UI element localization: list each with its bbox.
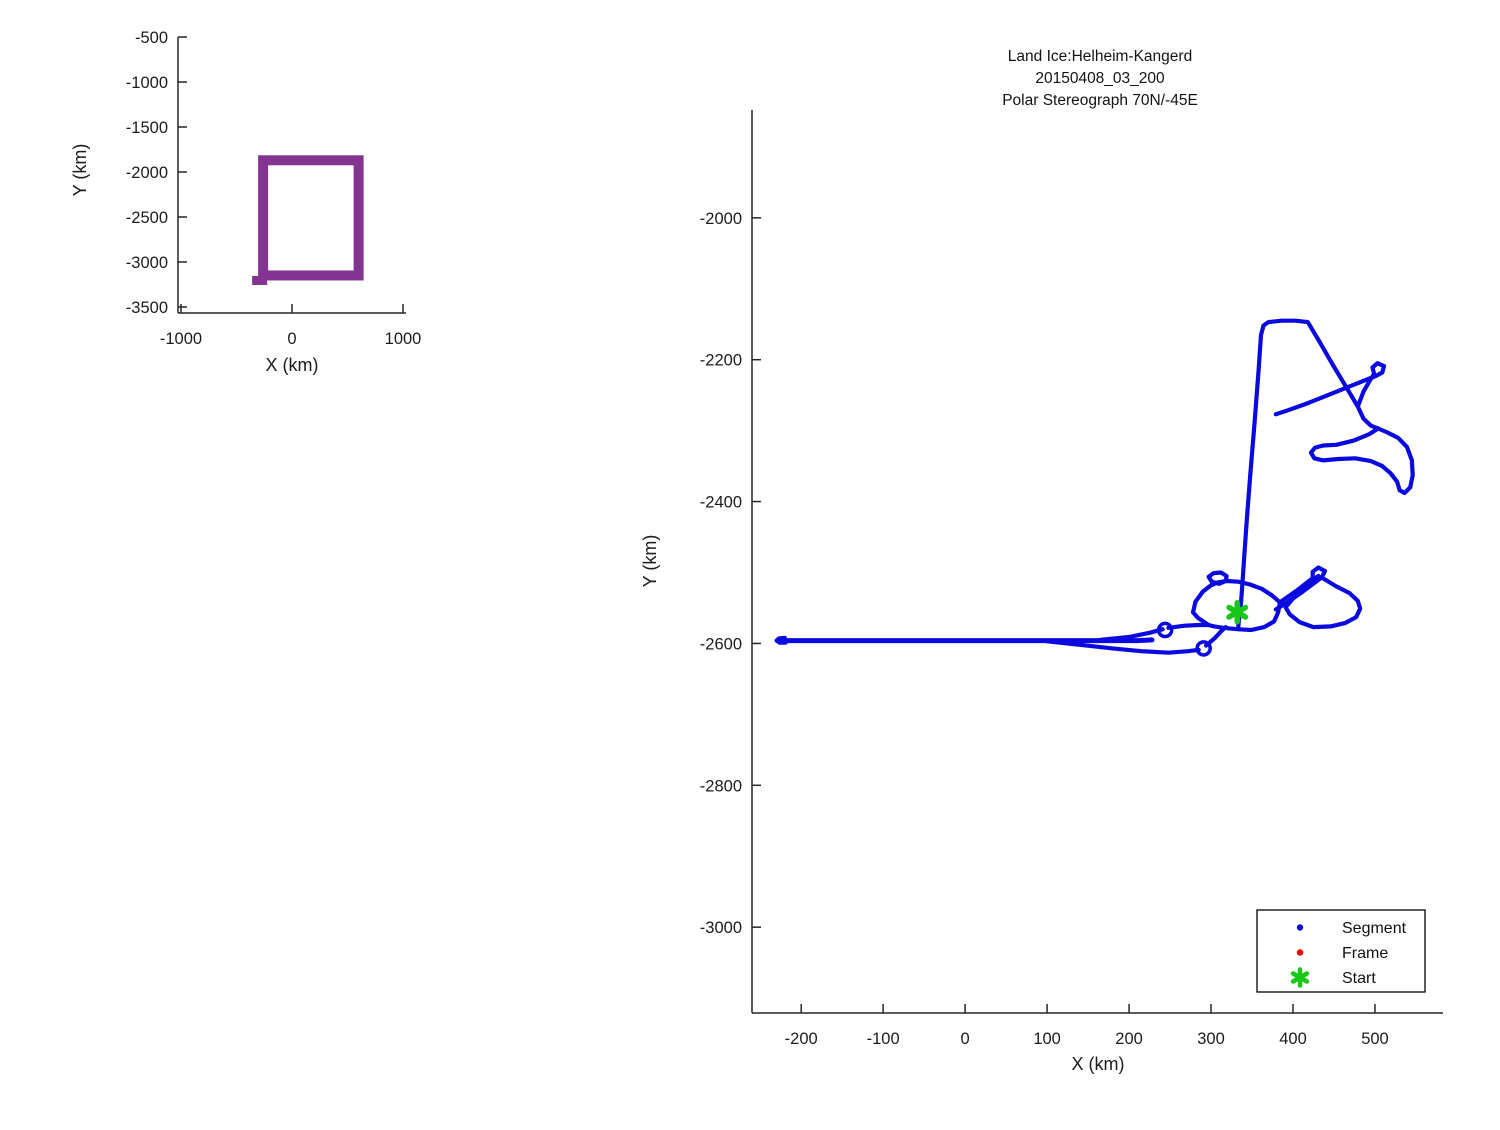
x-tick-label: 0 bbox=[287, 330, 296, 348]
plot-title-line-2: 20150408_03_200 bbox=[1035, 70, 1165, 87]
start-marker bbox=[1226, 599, 1249, 625]
legend-label-start: Start bbox=[1342, 970, 1376, 987]
y-tick-label: -2600 bbox=[700, 635, 742, 653]
flight-track-path bbox=[1283, 573, 1363, 630]
overview-x-axis-label: X (km) bbox=[266, 355, 319, 375]
legend-start-asterisk-marker bbox=[1290, 967, 1310, 988]
legend-segment-dot-marker bbox=[1296, 924, 1304, 931]
plot-title-line-1: Land Ice:Helheim-Kangerd bbox=[1008, 48, 1192, 65]
x-tick-label: 200 bbox=[1115, 1030, 1143, 1048]
y-tick-label: -2000 bbox=[700, 210, 742, 228]
flight-track-path bbox=[1273, 361, 1387, 417]
flight-track-path bbox=[1206, 570, 1229, 586]
legend-frame-dot-marker bbox=[1296, 949, 1304, 956]
x-tick-label: -100 bbox=[867, 1030, 900, 1048]
legend-box bbox=[1256, 909, 1426, 993]
x-tick-label: -1000 bbox=[160, 330, 202, 348]
main-plot: -200 -100 0 100 200 300 400 500 -2000 -2200 -2400 -… bbox=[700, 110, 1443, 1048]
turn-loop-circle bbox=[1195, 640, 1212, 657]
x-tick-label: 400 bbox=[1279, 1030, 1307, 1048]
flight-track-path bbox=[1098, 627, 1165, 643]
legend-label-segment: Segment bbox=[1342, 920, 1407, 937]
legend-label-frame: Frame bbox=[1342, 945, 1388, 962]
flight-track-path bbox=[1166, 622, 1211, 630]
y-tick-label: -500 bbox=[135, 29, 168, 47]
flight-track-path bbox=[774, 635, 788, 645]
coverage-box bbox=[258, 155, 364, 281]
main-x-axis-label: X (km) bbox=[1072, 1054, 1125, 1074]
flight-track-path bbox=[1308, 426, 1415, 496]
y-tick-label: -2400 bbox=[700, 494, 742, 512]
flight-track-path bbox=[776, 637, 1155, 644]
y-tick-label: -3500 bbox=[126, 299, 168, 317]
main-y-axis-label: Y (km) bbox=[640, 535, 660, 588]
y-tick-label: -2800 bbox=[700, 777, 742, 795]
flight-track-path bbox=[1235, 318, 1381, 632]
x-tick-label: 1000 bbox=[385, 330, 422, 348]
legend-start-asterisk-marker-arm bbox=[1290, 971, 1310, 984]
plot-title: Land Ice:Helheim-Kangerd 20150408_03_200… bbox=[1002, 48, 1198, 109]
turn-loop-circle bbox=[1156, 621, 1174, 639]
x-tick-label: -200 bbox=[785, 1030, 818, 1048]
y-tick-label: -2500 bbox=[126, 209, 168, 227]
flight-track-path bbox=[1190, 578, 1283, 633]
y-tick-label: -2200 bbox=[700, 352, 742, 370]
y-tick-label: -1500 bbox=[126, 119, 168, 137]
flight-track-path bbox=[1044, 639, 1201, 655]
y-tick-label: -1000 bbox=[126, 74, 168, 92]
plot-title-line-3: Polar Stereograph 70N/-45E bbox=[1002, 92, 1198, 109]
start-marker-arm bbox=[1226, 604, 1249, 620]
x-tick-label: 100 bbox=[1033, 1030, 1061, 1048]
legend: Segment Frame Start bbox=[1256, 909, 1426, 993]
x-tick-label: 300 bbox=[1197, 1030, 1225, 1048]
x-tick-label: 500 bbox=[1361, 1030, 1389, 1048]
y-tick-label: -2000 bbox=[126, 164, 168, 182]
legend-markers bbox=[1290, 924, 1310, 988]
y-tick-label: -3000 bbox=[126, 254, 168, 272]
y-tick-label: -3000 bbox=[700, 919, 742, 937]
x-tick-label: 0 bbox=[961, 1030, 970, 1048]
overview-plot: -1000 0 1000 -500 -1000 -1500 -2000 -2500 -3000 -… bbox=[126, 29, 422, 348]
overview-y-axis-label: Y (km) bbox=[70, 144, 90, 197]
